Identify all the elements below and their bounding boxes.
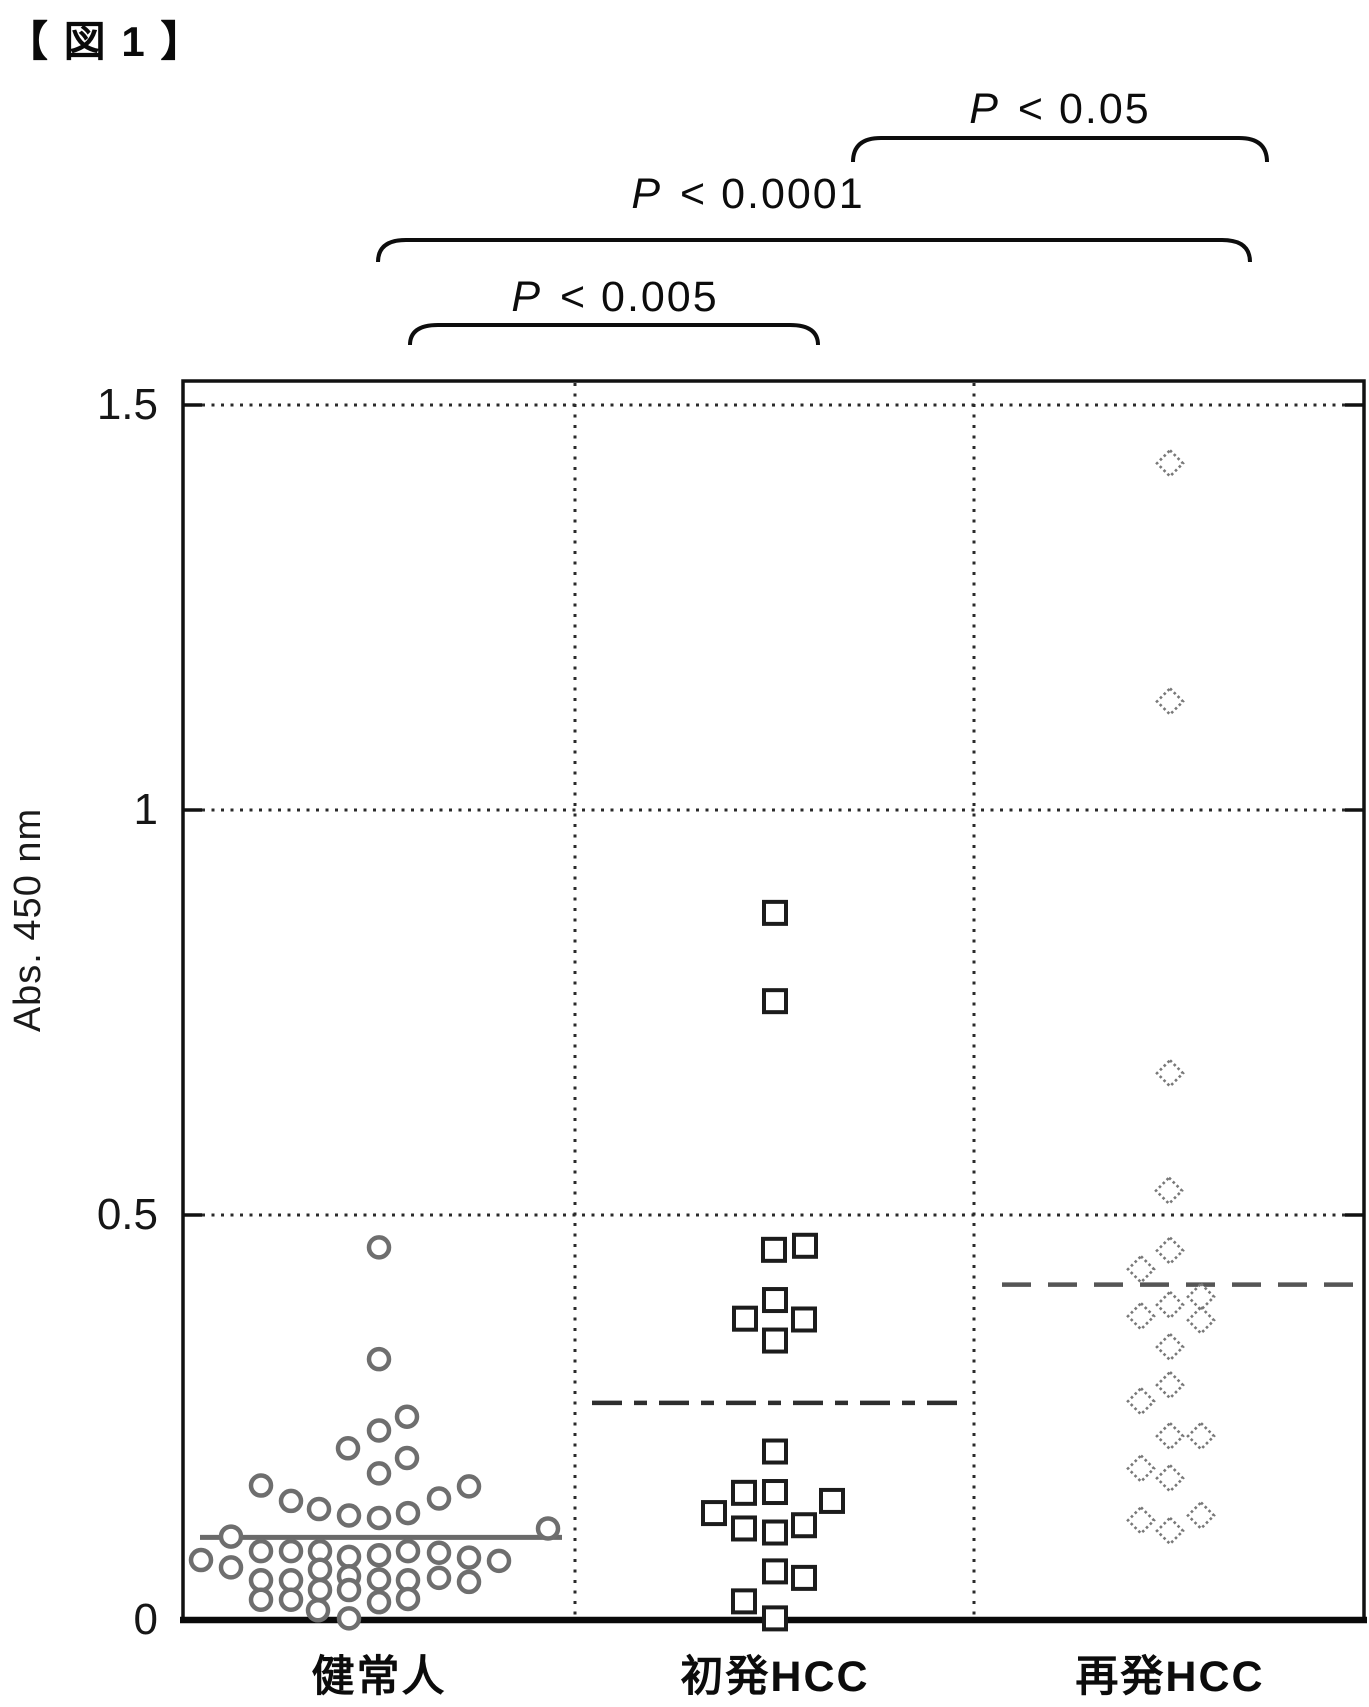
figure-number-label: 【 図 1 】 bbox=[6, 18, 205, 65]
data-point-circle bbox=[366, 1567, 392, 1592]
data-point-square bbox=[819, 1487, 845, 1514]
data-point-circle bbox=[426, 1540, 452, 1566]
data-point-square bbox=[762, 1327, 788, 1354]
data-point-diamond bbox=[1126, 1301, 1156, 1332]
data-point-circle bbox=[426, 1486, 452, 1511]
data-point-circle bbox=[248, 1473, 274, 1498]
data-point-square bbox=[731, 1479, 757, 1506]
data-point-diamond bbox=[1155, 1332, 1185, 1362]
data-point-circle bbox=[486, 1548, 512, 1574]
significance-bracket bbox=[851, 136, 1269, 163]
data-point-circle bbox=[336, 1503, 362, 1528]
data-point-circle bbox=[426, 1565, 452, 1591]
data-point-circle bbox=[366, 1235, 392, 1260]
data-point-square bbox=[762, 988, 788, 1015]
y-tick-label: 1 bbox=[133, 785, 158, 834]
data-point-circle bbox=[218, 1555, 244, 1580]
data-point-circle bbox=[248, 1538, 274, 1564]
data-point-circle bbox=[456, 1569, 482, 1595]
data-point-circle bbox=[535, 1516, 561, 1541]
data-point-square bbox=[762, 1438, 788, 1465]
data-point-diamond bbox=[1126, 1254, 1156, 1285]
data-point-circle bbox=[366, 1418, 392, 1443]
data-point-diamond bbox=[1155, 1235, 1185, 1266]
data-point-circle bbox=[248, 1568, 274, 1593]
x-group-label: 健常人 bbox=[311, 1653, 447, 1701]
data-point-diamond bbox=[1186, 1281, 1216, 1312]
data-point-diamond bbox=[1155, 1058, 1185, 1089]
data-point-square bbox=[762, 899, 788, 926]
data-point-diamond bbox=[1186, 1500, 1216, 1531]
data-point-circle bbox=[366, 1589, 392, 1615]
data-point-square bbox=[731, 1515, 757, 1542]
data-point-circle bbox=[336, 1577, 362, 1603]
data-point-circle bbox=[248, 1587, 274, 1612]
data-point-circle bbox=[366, 1505, 392, 1531]
data-point-diamond bbox=[1186, 1421, 1216, 1451]
data-point-circle bbox=[188, 1547, 214, 1573]
data-point-circle bbox=[278, 1488, 304, 1514]
significance-bracket bbox=[408, 323, 820, 346]
data-point-square bbox=[762, 1287, 788, 1314]
data-point-circle bbox=[218, 1524, 244, 1549]
data-point-diamond bbox=[1126, 1505, 1156, 1536]
data-point-circle bbox=[336, 1544, 362, 1570]
data-point-square bbox=[701, 1500, 727, 1527]
data-point-circle bbox=[305, 1598, 331, 1623]
y-tick-label: 0.5 bbox=[96, 1190, 158, 1239]
data-point-diamond bbox=[1155, 1516, 1185, 1546]
data-point-circle bbox=[278, 1538, 304, 1564]
data-point-diamond bbox=[1126, 1453, 1156, 1484]
data-point-square bbox=[731, 1588, 757, 1615]
significance-label: P < 0.05 bbox=[969, 85, 1151, 133]
y-axis-title: Abs. 450 nm bbox=[7, 807, 49, 1033]
data-point-circle bbox=[278, 1587, 304, 1612]
data-point-diamond bbox=[1186, 1305, 1216, 1336]
significance-label: P < 0.0001 bbox=[631, 170, 865, 218]
x-group-label: 再発HCC bbox=[1075, 1653, 1265, 1701]
data-point-circle bbox=[456, 1474, 482, 1499]
data-point-circle bbox=[394, 1404, 420, 1429]
data-point-diamond bbox=[1155, 1463, 1185, 1494]
data-point-circle bbox=[394, 1445, 420, 1471]
data-point-square bbox=[762, 1558, 788, 1585]
data-point-square bbox=[791, 1512, 817, 1539]
y-tick-label: 0 bbox=[133, 1595, 158, 1644]
data-point-square bbox=[791, 1306, 817, 1333]
data-point-diamond bbox=[1155, 1370, 1185, 1400]
data-point-circle bbox=[335, 1436, 361, 1461]
data-point-diamond bbox=[1155, 1290, 1185, 1320]
data-point-square bbox=[792, 1232, 818, 1259]
data-point-circle bbox=[278, 1568, 304, 1593]
data-point-circle bbox=[395, 1538, 421, 1564]
data-point-circle bbox=[306, 1496, 332, 1522]
significance-label: P < 0.005 bbox=[511, 273, 719, 321]
data-point-diamond bbox=[1126, 1386, 1156, 1417]
x-group-label: 初発HCC bbox=[680, 1653, 870, 1701]
data-point-circle bbox=[366, 1346, 392, 1372]
data-point-circle bbox=[366, 1542, 392, 1568]
data-point-circle bbox=[395, 1500, 421, 1526]
data-point-diamond bbox=[1155, 1421, 1185, 1451]
data-point-diamond bbox=[1154, 1175, 1184, 1206]
data-point-circle bbox=[395, 1586, 421, 1612]
data-point-diamond bbox=[1155, 448, 1185, 479]
data-point-circle bbox=[366, 1461, 392, 1486]
data-point-square bbox=[762, 1519, 788, 1546]
data-point-square bbox=[762, 1605, 788, 1632]
significance-bracket bbox=[376, 238, 1252, 263]
data-point-circle bbox=[456, 1545, 482, 1570]
data-point-circle bbox=[307, 1577, 333, 1603]
y-tick-label: 1.5 bbox=[96, 380, 158, 429]
data-point-square bbox=[791, 1564, 817, 1591]
data-point-square bbox=[762, 1479, 788, 1506]
data-point-circle bbox=[307, 1557, 333, 1583]
data-point-circle bbox=[336, 1606, 362, 1631]
data-point-square bbox=[761, 1236, 787, 1263]
data-point-diamond bbox=[1155, 686, 1185, 717]
data-point-square bbox=[732, 1305, 758, 1332]
